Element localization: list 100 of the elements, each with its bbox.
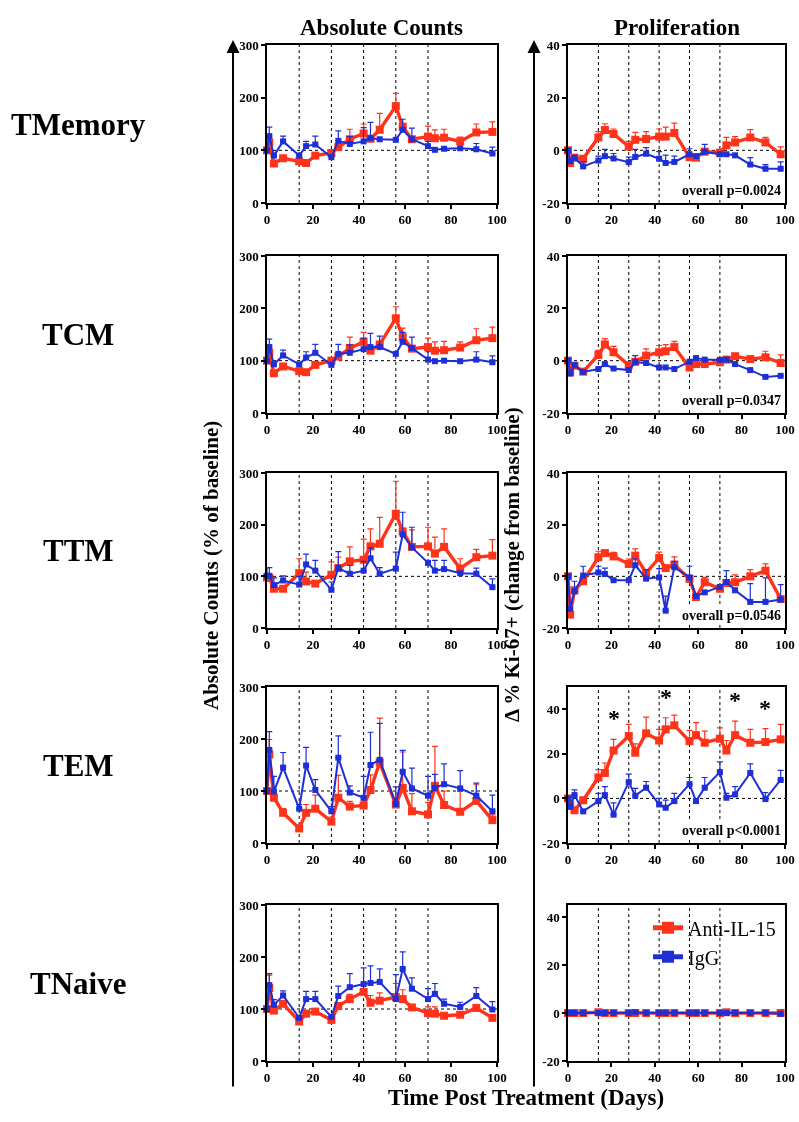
- x-tick-label: 0: [564, 852, 572, 868]
- annotation: overall p=0.0024: [682, 183, 781, 198]
- x-tick-label: 100: [487, 212, 507, 228]
- annotation: overall p<0.0001: [682, 823, 781, 838]
- x-tick-label: 0: [263, 637, 271, 653]
- y-tick-label: -20: [542, 1053, 560, 1069]
- text: TMemory: [11, 107, 146, 142]
- y-tick-label: 200: [239, 731, 259, 747]
- legend-label: Anti-IL-15: [688, 917, 776, 940]
- y-tick-label: 20: [546, 746, 560, 762]
- x-tick-label: 0: [263, 1070, 271, 1086]
- chart-title: Proliferation: [614, 15, 741, 40]
- annotation: *: [729, 687, 741, 713]
- x-tick-label: 20: [306, 422, 320, 438]
- x-tick-label: 60: [691, 1070, 705, 1086]
- x-tick-label: 80: [735, 852, 749, 868]
- annotation: *: [608, 705, 620, 731]
- x-tick-label: 40: [352, 637, 366, 653]
- y-tick-label: 20: [546, 300, 560, 316]
- y-tick-label: 0: [553, 142, 560, 158]
- y-tick-label: 300: [239, 679, 259, 695]
- y-tick-label: 300: [239, 248, 259, 264]
- text: TCM: [42, 317, 115, 352]
- x-tick-label: 20: [604, 1070, 618, 1086]
- y-tick-label: 200: [239, 90, 259, 106]
- x-tick-label: 20: [604, 212, 618, 228]
- y-tick-label: 100: [239, 783, 259, 799]
- y-tick-label: 20: [546, 957, 560, 973]
- y-tick-label: 100: [239, 568, 259, 584]
- x-tick-label: 20: [306, 1070, 320, 1086]
- x-tick-label: 20: [604, 852, 618, 868]
- x-tick-label: 60: [398, 422, 412, 438]
- y-tick-label: 100: [239, 142, 259, 158]
- x-tick-label: 60: [398, 852, 412, 868]
- y-tick-label: 300: [239, 37, 259, 53]
- y-tick-label: 0: [252, 405, 259, 421]
- x-tick-label: 40: [352, 422, 366, 438]
- x-tick-label: 0: [564, 1070, 572, 1086]
- x-tick-label: 0: [564, 422, 572, 438]
- annotation: overall p=0.0546: [682, 608, 781, 623]
- x-tick-label: 60: [691, 422, 705, 438]
- text: TEM: [43, 748, 114, 783]
- x-tick-label: 100: [775, 212, 795, 228]
- y-tick-label: 300: [239, 897, 259, 913]
- chart-title: Absolute Counts: [300, 15, 463, 40]
- y-tick-label: -20: [542, 835, 560, 851]
- y-tick-label: -20: [542, 195, 560, 211]
- x-tick-label: 80: [444, 422, 458, 438]
- x-tick-label: 100: [487, 852, 507, 868]
- x-tick-label: 80: [444, 1070, 458, 1086]
- y-tick-label: 0: [553, 790, 560, 806]
- y-tick-label: 200: [239, 517, 259, 533]
- x-tick-label: 100: [775, 1070, 795, 1086]
- y-tick-label: 100: [239, 353, 259, 369]
- y-tick-label: 40: [546, 248, 560, 264]
- y-tick-label: 40: [546, 701, 560, 717]
- y-tick-label: 20: [546, 90, 560, 106]
- x-tick-label: 40: [352, 852, 366, 868]
- x-tick-label: 0: [263, 422, 271, 438]
- x-tick-label: 80: [444, 637, 458, 653]
- x-tick-label: 40: [648, 212, 662, 228]
- y-tick-label: 0: [252, 835, 259, 851]
- x-tick-label: 100: [775, 637, 795, 653]
- x-tick-label: 40: [648, 852, 662, 868]
- x-axis-title: Time Post Treatment (Days): [388, 1085, 665, 1110]
- y-tick-label: -20: [542, 405, 560, 421]
- x-tick-label: 80: [444, 212, 458, 228]
- y-tick-label: 0: [553, 1005, 560, 1021]
- y-tick-label: 40: [546, 909, 560, 925]
- x-tick-label: 40: [352, 1070, 366, 1086]
- legend-label: IgG: [688, 946, 720, 970]
- x-tick-label: 60: [398, 637, 412, 653]
- x-tick-label: 40: [648, 637, 662, 653]
- y-tick-label: 100: [239, 1001, 259, 1017]
- x-tick-label: 0: [564, 637, 572, 653]
- y-tick-label: 0: [553, 568, 560, 584]
- y-tick-label: 0: [553, 353, 560, 369]
- x-tick-label: 20: [306, 637, 320, 653]
- x-tick-label: 40: [352, 212, 366, 228]
- y-tick-label: 20: [546, 517, 560, 533]
- text: TNaive: [30, 966, 127, 1001]
- text: TTM: [43, 533, 114, 568]
- x-tick-label: 0: [564, 212, 572, 228]
- x-tick-label: 80: [735, 1070, 749, 1086]
- x-tick-label: 100: [487, 1070, 507, 1086]
- x-tick-label: 100: [775, 422, 795, 438]
- y-tick-label: -20: [542, 620, 560, 636]
- x-tick-label: 80: [735, 212, 749, 228]
- x-tick-label: 20: [306, 212, 320, 228]
- y-tick-label: 0: [252, 195, 259, 211]
- annotation: overall p=0.0347: [682, 393, 781, 408]
- x-tick-label: 60: [691, 852, 705, 868]
- annotation: *: [759, 695, 771, 721]
- x-tick-label: 40: [648, 422, 662, 438]
- x-tick-label: 40: [648, 1070, 662, 1086]
- y-tick-label: 40: [546, 465, 560, 481]
- x-tick-label: 20: [306, 852, 320, 868]
- x-tick-label: 60: [691, 637, 705, 653]
- x-tick-label: 80: [735, 422, 749, 438]
- annotation: *: [660, 684, 672, 710]
